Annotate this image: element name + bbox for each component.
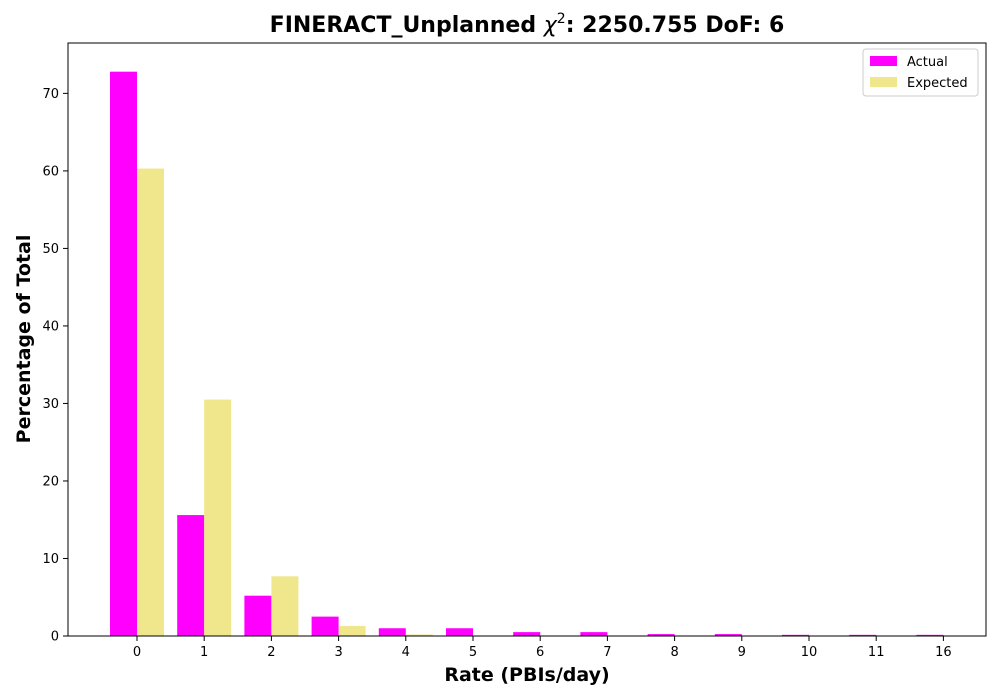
bar-actual-6 (513, 632, 541, 636)
y-tick-label: 50 (42, 242, 59, 257)
plot-frame (67, 42, 987, 637)
x-tick-label: 11 (868, 645, 885, 660)
x-tick-label: 16 (935, 645, 952, 660)
x-tick-label: 0 (133, 645, 141, 660)
bar-actual-0 (110, 71, 137, 637)
x-tick-label: 1 (200, 645, 208, 660)
bar-actual-7 (580, 632, 608, 636)
x-tick-label: 3 (334, 645, 342, 660)
bar-expected-3 (338, 625, 366, 636)
y-tick-label: 30 (42, 397, 59, 412)
bar-actual-16 (916, 634, 944, 636)
bar-actual-10 (782, 634, 809, 636)
x-tick-label: 7 (603, 645, 611, 660)
bar-actual-8 (647, 634, 675, 636)
legend-swatch-actual (870, 56, 897, 66)
bar-actual-3 (311, 616, 339, 636)
x-tick-label: 10 (801, 645, 818, 660)
legend-label-actual: Actual (907, 55, 948, 70)
x-tick-label: 8 (670, 645, 678, 660)
bar-actual-1 (177, 515, 205, 636)
x-tick-label: 2 (267, 645, 275, 660)
y-tick-label: 40 (42, 319, 59, 334)
x-tick-label: 9 (738, 645, 746, 660)
y-tick-label: 10 (42, 552, 59, 567)
y-tick-label: 60 (42, 164, 59, 179)
y-axis-label: Percentage of Total (13, 235, 35, 444)
x-axis-label: Rate (PBIs/day) (444, 664, 609, 686)
bar-expected-4 (405, 634, 433, 636)
chart-title: FINERACT_Unplanned χ2: 2250.755 DoF: 6 (270, 11, 785, 38)
legend: Actual Expected (862, 48, 979, 97)
bar-actual-9 (714, 634, 742, 636)
title-chi: χ (543, 13, 558, 38)
legend-swatch-expected (870, 77, 897, 87)
bar-expected-1 (204, 399, 232, 636)
title-suffix: : 2250.755 DoF: 6 (566, 13, 785, 38)
y-tick-label: 20 (42, 474, 59, 489)
bar-expected-2 (271, 576, 299, 636)
legend-label-expected: Expected (907, 76, 968, 91)
x-tick-label: 4 (402, 645, 410, 660)
title-prefix: FINERACT_Unplanned (270, 13, 544, 38)
bar-actual-4 (378, 628, 406, 636)
bar-expected-0 (137, 168, 164, 636)
y-tick-label: 0 (51, 630, 59, 645)
title-superscript: 2 (557, 11, 566, 27)
bar-actual-2 (244, 595, 272, 636)
bar-actual-11 (849, 634, 877, 636)
x-tick-label: 5 (469, 645, 477, 660)
y-axis-ticks: 0 10 20 30 40 50 60 70 (42, 87, 68, 645)
x-axis-ticks: 0 1 2 3 4 5 6 7 8 9 10 11 16 (133, 636, 952, 660)
bar-actual-5 (446, 628, 473, 636)
y-tick-label: 70 (42, 87, 59, 102)
x-tick-label: 6 (536, 645, 544, 660)
bars-group (110, 71, 944, 637)
